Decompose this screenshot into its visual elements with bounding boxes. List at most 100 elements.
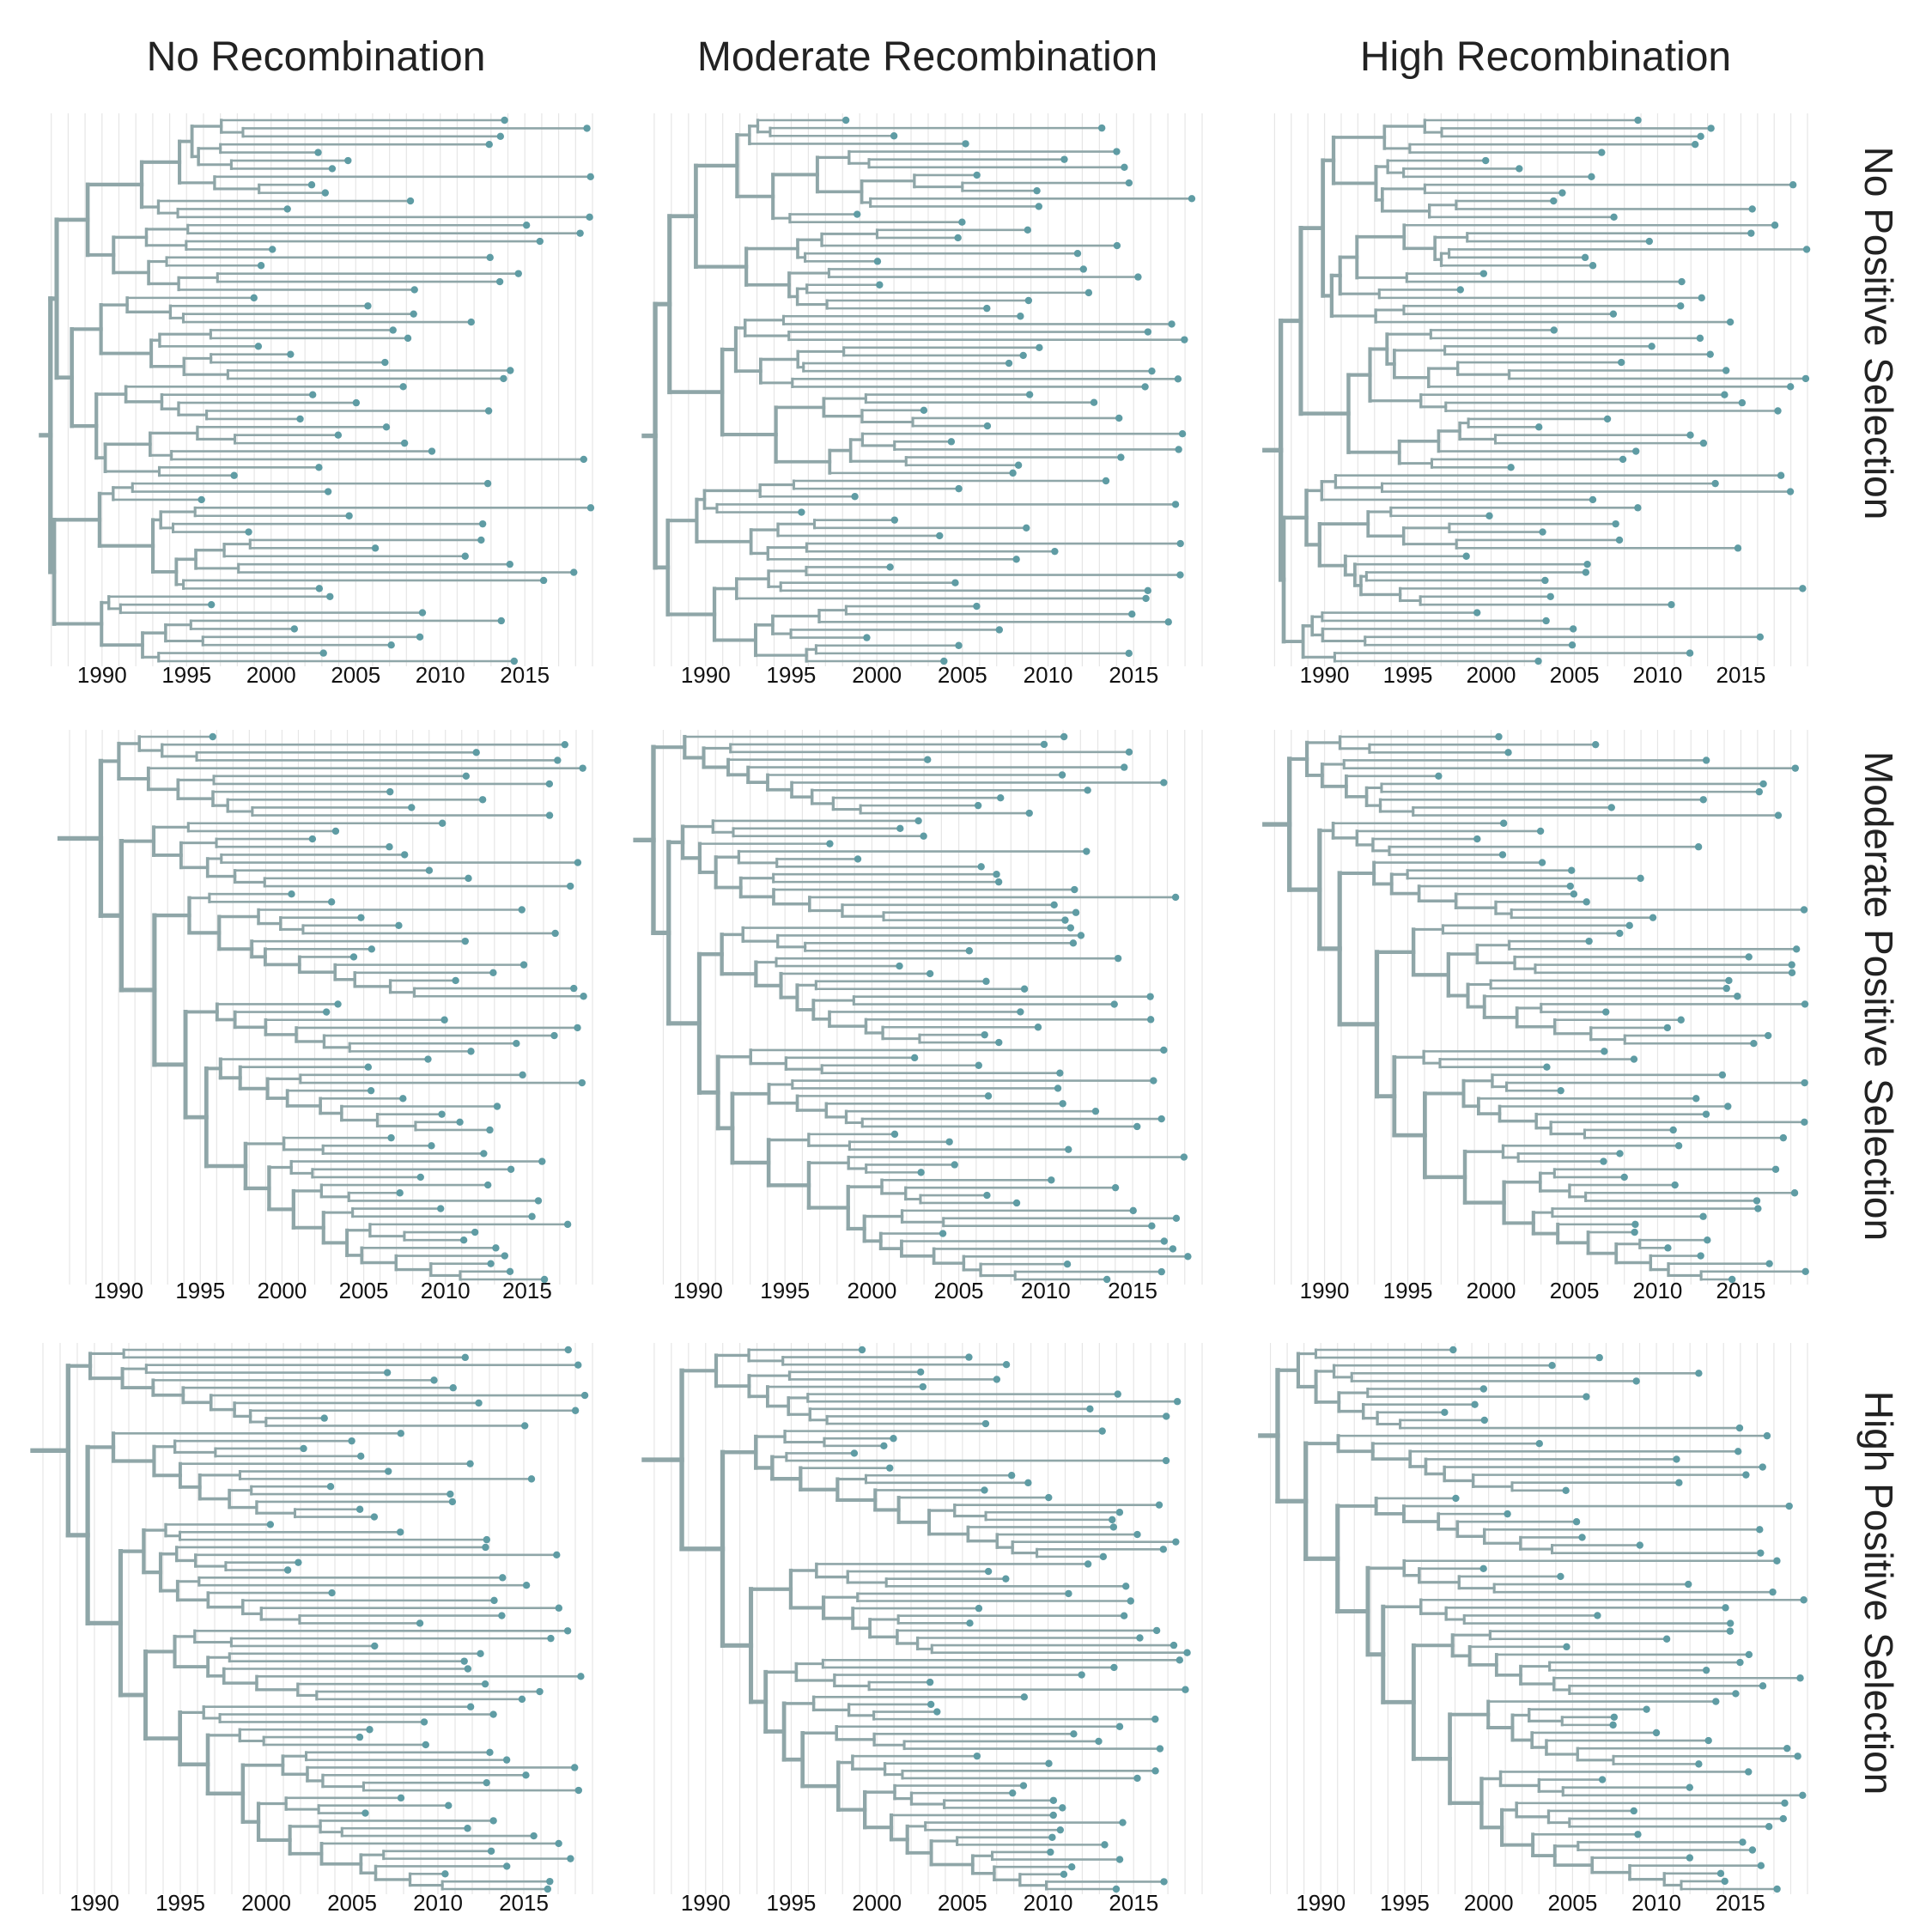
tree-tip xyxy=(1002,1575,1010,1583)
tree-tip xyxy=(487,1847,495,1855)
tree-tip xyxy=(1152,1626,1161,1635)
tree-branches xyxy=(1262,118,1808,663)
tree-tip xyxy=(1550,197,1558,205)
tree-tip xyxy=(1550,326,1558,334)
tree-tip xyxy=(1678,277,1686,286)
tree-tip xyxy=(951,1161,958,1169)
tree-tip xyxy=(1578,1534,1586,1541)
tree-tip xyxy=(1631,1228,1638,1236)
tree-tip xyxy=(1017,1008,1024,1016)
tree-tip xyxy=(981,1486,988,1494)
tree-tip xyxy=(983,304,991,313)
tree-tip xyxy=(1078,1671,1085,1679)
tree-tip xyxy=(975,1061,982,1069)
tree-tip xyxy=(1754,1205,1762,1212)
tree-tip xyxy=(382,423,391,431)
tree-tip xyxy=(536,1687,544,1696)
tree-tip xyxy=(1083,848,1091,855)
tree-tip xyxy=(1702,1110,1710,1118)
tree-tip xyxy=(993,871,1000,878)
tree-tip xyxy=(471,1228,479,1236)
tree-tip xyxy=(1499,819,1508,827)
tree-branches xyxy=(641,118,1194,663)
tree-tip xyxy=(1615,536,1624,544)
tree-tip xyxy=(1114,1390,1121,1398)
tree-tip xyxy=(422,1741,429,1749)
tree-tip xyxy=(1133,1774,1141,1783)
tree-tip xyxy=(1800,906,1808,914)
tree-tip xyxy=(851,493,859,501)
tree-tip xyxy=(522,222,531,229)
tree-tip xyxy=(1602,1008,1610,1016)
tree-tip xyxy=(550,1031,558,1040)
tree-tip xyxy=(404,334,412,343)
tree-tip xyxy=(438,819,447,827)
tree-tips xyxy=(1456,116,1811,665)
tree-tip xyxy=(481,1680,489,1688)
tree-tip xyxy=(1748,1846,1757,1854)
x-tick-label: 2005 xyxy=(938,1890,987,1916)
tree-tip xyxy=(1800,1596,1807,1604)
tree-tip xyxy=(503,1862,511,1870)
x-tick-label: 2005 xyxy=(934,1278,984,1303)
tree-tip xyxy=(1686,431,1694,439)
tree-tip xyxy=(1012,556,1020,563)
tree-tip xyxy=(1160,1878,1168,1886)
tree-tip xyxy=(1566,882,1574,890)
tree-tip xyxy=(1009,1789,1017,1797)
tree-tip xyxy=(576,229,584,237)
tree-tip xyxy=(1695,1370,1703,1377)
tree-tip xyxy=(1739,1838,1747,1846)
tree-tips xyxy=(826,732,1192,1284)
x-tick-label: 2015 xyxy=(1109,1890,1158,1916)
tree-tip xyxy=(1726,1619,1735,1627)
tree-tip xyxy=(984,1092,993,1100)
tree-tip xyxy=(489,1817,497,1825)
tree-tip xyxy=(973,1752,981,1760)
tree-tip xyxy=(466,1703,475,1710)
tree-tip xyxy=(460,1657,468,1665)
tree-tip xyxy=(1572,1518,1581,1526)
x-tick-label: 1990 xyxy=(681,662,731,688)
tree-tip xyxy=(1536,827,1545,835)
tree-tip xyxy=(1722,367,1730,374)
tree-tip xyxy=(1183,1649,1191,1656)
tree-tip xyxy=(307,181,316,189)
tree-tip xyxy=(578,1078,586,1087)
tree-tip xyxy=(1648,343,1656,350)
tree-tip xyxy=(287,350,295,358)
tree-tip xyxy=(955,484,963,493)
tree-tip xyxy=(466,1460,474,1467)
tree-tip xyxy=(1024,296,1033,305)
tree-tip xyxy=(1473,835,1481,843)
tree-tip xyxy=(1012,1199,1021,1207)
tree-tip xyxy=(1051,547,1059,556)
tree-tip xyxy=(993,1376,1001,1383)
tree-tip xyxy=(974,801,982,810)
tree-tip xyxy=(357,914,365,921)
tree-tip xyxy=(1707,125,1715,132)
tree-tip xyxy=(1084,289,1093,297)
tree-tip xyxy=(527,1475,536,1483)
tree-tip xyxy=(400,439,409,447)
tree-tip xyxy=(381,358,389,367)
tree-tip xyxy=(1115,1509,1124,1516)
tree-tip xyxy=(230,471,238,479)
tree-tip xyxy=(1686,649,1694,657)
tree-tip xyxy=(420,1718,428,1726)
tree-tip xyxy=(580,993,587,1000)
tree-tip xyxy=(1023,524,1030,532)
tree-tip xyxy=(858,1346,866,1354)
tree-tip xyxy=(1151,1767,1159,1775)
tree-tip xyxy=(530,1832,538,1840)
tree-tip xyxy=(430,1376,438,1384)
tree-tip xyxy=(1449,1346,1457,1354)
tree-tip xyxy=(1779,1133,1788,1142)
tree-tip xyxy=(1745,1650,1753,1659)
tree-tip xyxy=(467,318,475,326)
tree-tip xyxy=(465,874,472,883)
tree-tip xyxy=(854,855,862,863)
tree-tips xyxy=(1435,732,1809,1284)
tree-tip xyxy=(1791,764,1800,772)
x-tick-label: 1995 xyxy=(1380,1890,1430,1916)
